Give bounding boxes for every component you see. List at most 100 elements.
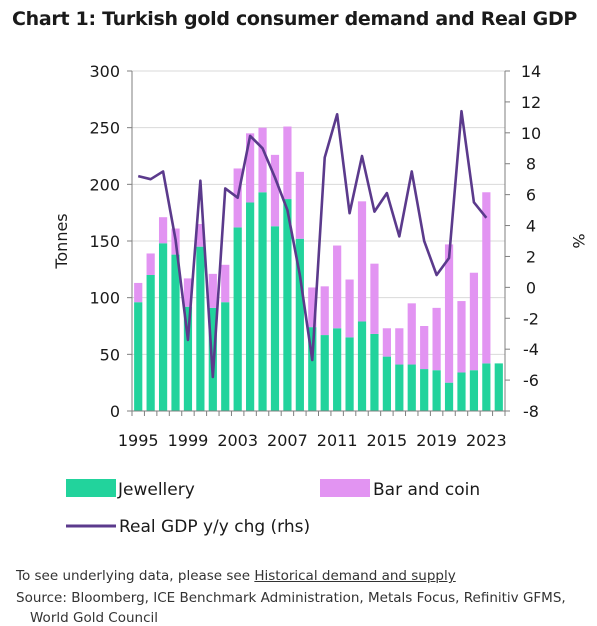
- footer-data-prefix: To see underlying data, please see: [16, 568, 255, 584]
- bar-jewellery-2016: [395, 364, 404, 411]
- bar-bar-and-coin-2022: [469, 272, 479, 371]
- legend-label-gdp: Real GDP y/y chg (rhs): [119, 517, 310, 537]
- y-right-tick-label: 12: [521, 93, 541, 112]
- bar-bar-and-coin-1999: [183, 278, 193, 307]
- y-left-tick-label: 0: [110, 402, 120, 421]
- y-left-tick-label: 250: [89, 119, 120, 138]
- bar-jewellery-2010: [320, 335, 329, 411]
- bar-bar-and-coin-2010: [320, 286, 329, 336]
- y-right-tick-label: -4: [523, 340, 539, 359]
- bar-bar-and-coin-2023: [482, 192, 491, 364]
- x-tick-label: 2019: [416, 431, 457, 450]
- bar-bar-and-coin-1997: [158, 217, 168, 244]
- y-left-tick-label: 200: [89, 175, 120, 194]
- bar-jewellery-2007: [283, 199, 292, 411]
- bar-jewellery-2006: [270, 226, 280, 411]
- historical-demand-link[interactable]: Historical demand and supply: [254, 568, 456, 584]
- left-tick-labels: 0 50 100 150 200 250 300: [89, 62, 120, 421]
- x-tick-label: 2003: [217, 431, 258, 450]
- x-tick-label: 2015: [367, 431, 408, 450]
- y-right-tick-label: 6: [526, 186, 536, 205]
- right-tick-labels: -8 -6 -4 -2 0 2 4 6 8 10 12 14: [521, 62, 541, 421]
- bar-bar-and-coin-2007: [283, 126, 292, 200]
- bar-bar-and-coin-2017: [407, 303, 416, 365]
- axes: [127, 70, 510, 416]
- bar-jewellery-2003: [233, 227, 242, 411]
- legend-swatch-jewellery: [66, 479, 116, 497]
- bar-bar-and-coin-2001: [208, 273, 217, 308]
- y-right-axis-title: %: [569, 233, 588, 248]
- y-right-tick-label: 0: [526, 278, 536, 297]
- bar-bar-and-coin-2012: [345, 279, 354, 338]
- bar-bar-and-coin-2013: [357, 201, 367, 322]
- bar-bar-and-coin-2018: [420, 326, 429, 370]
- y-right-tick-label: 2: [526, 247, 536, 266]
- y-left-tick-label: 100: [89, 289, 120, 308]
- gdp-line-group: [137, 109, 488, 379]
- bar-bar-and-coin-1995: [134, 282, 143, 303]
- y-left-tick-label: 150: [89, 232, 120, 251]
- bar-bar-and-coin-2021: [457, 301, 466, 373]
- legend-swatch-bar-and-coin: [320, 479, 370, 497]
- legend: Jewellery Bar and coin Real GDP y/y chg …: [66, 479, 480, 537]
- y-right-tick-label: 8: [526, 155, 536, 174]
- bar-jewellery-2008: [295, 238, 304, 411]
- bar-bar-and-coin-2006: [270, 154, 280, 227]
- bar-jewellery-2022: [469, 370, 479, 411]
- bar-bar-and-coin-2019: [432, 307, 441, 371]
- footer-source-cont: World Gold Council: [30, 610, 159, 626]
- footer-data-note: To see underlying data, please see Histo…: [16, 568, 456, 584]
- y-right-tick-label: -8: [523, 402, 539, 421]
- bar-bar-and-coin-2016: [395, 328, 404, 365]
- bar-jewellery-2005: [258, 192, 267, 411]
- bar-jewellery-1996: [146, 275, 155, 411]
- bar-bar-and-coin-2005: [258, 127, 267, 193]
- y-right-tick-label: 10: [521, 124, 541, 143]
- bar-jewellery-2014: [370, 333, 379, 411]
- chart-title: Chart 1: Turkish gold consumer demand an…: [12, 8, 578, 30]
- bar-jewellery-2015: [382, 356, 391, 411]
- bar-jewellery-2004: [246, 202, 255, 411]
- bar-jewellery-2017: [407, 364, 416, 411]
- bar-bar-and-coin-2009: [308, 287, 317, 328]
- bar-jewellery-2023: [482, 363, 491, 411]
- bar-bar-and-coin-2014: [370, 263, 379, 334]
- x-tick-label: 1995: [118, 431, 159, 450]
- bar-jewellery-1997: [158, 243, 168, 411]
- x-tick-labels: 1995 1999 2003 2007 2011 2015 2019 2023: [118, 431, 507, 450]
- bar-bar-and-coin-2002: [221, 264, 230, 303]
- bar-jewellery-2024: [494, 363, 503, 411]
- bar-jewellery-2013: [357, 321, 367, 411]
- bar-jewellery-2009: [308, 327, 317, 411]
- bar-bar-and-coin-2011: [333, 245, 342, 329]
- gdp-line: [137, 109, 488, 379]
- bar-bar-and-coin-2015: [382, 328, 391, 357]
- x-tick-label: 1999: [168, 431, 209, 450]
- footer-source: Source: Bloomberg, ICE Benchmark Adminis…: [16, 590, 566, 606]
- bar-jewellery-2019: [432, 370, 441, 411]
- bar-jewellery-2011: [333, 328, 342, 411]
- bar-jewellery-2020: [444, 382, 454, 411]
- y-right-tick-label: -2: [523, 309, 539, 328]
- bar-jewellery-2012: [345, 337, 354, 411]
- x-tick-label: 2007: [267, 431, 308, 450]
- bar-jewellery-1999: [183, 306, 193, 411]
- y-left-axis-title: Tonnes: [52, 213, 71, 269]
- bar-bar-and-coin-2000: [196, 224, 205, 247]
- x-tick-label: 2023: [466, 431, 507, 450]
- bar-jewellery-2021: [457, 372, 466, 411]
- bar-bar-and-coin-2008: [295, 171, 304, 239]
- bar-jewellery-2002: [221, 302, 230, 411]
- bar-jewellery-1998: [171, 254, 180, 411]
- bar-bar-and-coin-1996: [146, 253, 155, 275]
- y-right-tick-label: 4: [526, 217, 536, 236]
- y-left-tick-label: 300: [89, 62, 120, 81]
- bar-bar-and-coin-2004: [246, 133, 255, 203]
- bar-jewellery-2000: [196, 246, 205, 411]
- bar-jewellery-1995: [134, 302, 143, 411]
- bar-jewellery-2018: [420, 369, 429, 411]
- x-tick-label: 2011: [317, 431, 358, 450]
- y-right-tick-label: 14: [521, 62, 541, 81]
- y-right-tick-label: -6: [523, 371, 539, 390]
